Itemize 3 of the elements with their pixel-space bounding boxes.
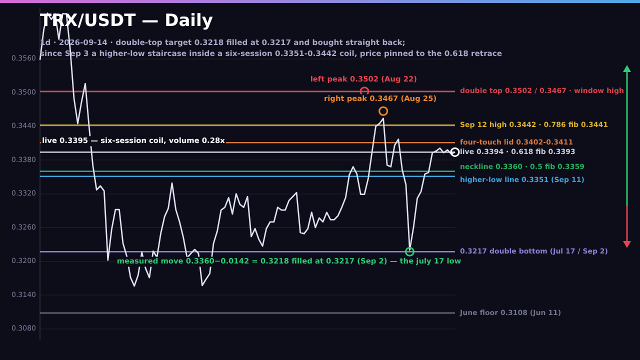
point [378, 106, 388, 116]
point [404, 246, 415, 257]
point [450, 147, 460, 157]
